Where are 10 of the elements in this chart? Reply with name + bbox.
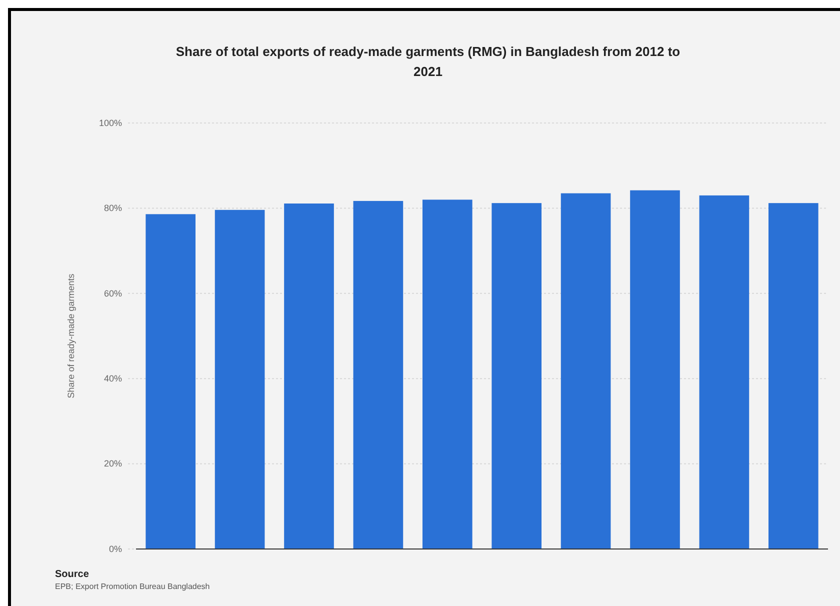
- y-tick-label: 100%: [98, 118, 122, 128]
- y-tick-label: 0%: [108, 544, 122, 554]
- y-tick-label: 60%: [104, 288, 122, 298]
- text: EPB; Export Promotion Bureau Bangladesh: [55, 582, 210, 591]
- y-tick-label: 20%: [104, 458, 122, 469]
- text: Source: [55, 569, 90, 580]
- y-tick-label: 80%: [104, 203, 122, 214]
- y-tick-label: 40%: [104, 373, 122, 384]
- chart-title: Share of total exports of ready-made garments (RMG) in Bangladesh from 2012 to 2021: [176, 44, 680, 79]
- y-axis-title: Share of ready-made garments: [66, 273, 76, 398]
